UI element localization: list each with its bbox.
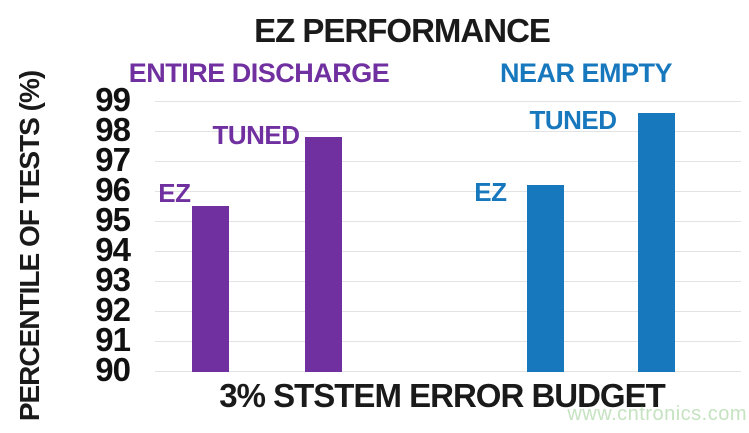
bar-label-near-empty-ez: EZ (474, 177, 507, 207)
bar-near-empty-tuned (637, 113, 675, 372)
gridline-99 (155, 101, 741, 102)
y-tick-label-92: 92 (95, 291, 131, 328)
gridline-93 (155, 281, 741, 282)
y-tick-label-91: 91 (95, 321, 131, 358)
gridline-96 (155, 191, 741, 192)
y-tick-label-96: 96 (95, 171, 131, 208)
bar-entire-discharge-ez (191, 206, 229, 372)
watermark: www.cntronics.com (567, 403, 747, 425)
gridline-90 (155, 371, 741, 372)
gridline-97 (155, 161, 741, 162)
group-label-near-empty: NEAR EMPTY (499, 58, 673, 88)
x-axis-label: 3% STSTEM ERROR BUDGET (219, 377, 666, 414)
bar-label-entire-discharge-tuned: TUNED (212, 120, 300, 150)
y-axis-title: PERCENTILE OF TESTS (%) (14, 70, 45, 422)
y-tick-label-90: 90 (95, 351, 131, 388)
y-tick-label-95: 95 (95, 201, 131, 238)
bar-entire-discharge-tuned (304, 137, 342, 372)
chart-title: EZ PERFORMANCE (254, 12, 551, 49)
group-label-entire-discharge: ENTIRE DISCHARGE (128, 58, 390, 88)
y-tick-label-98: 98 (95, 111, 131, 148)
gridline-92 (155, 311, 741, 312)
gridline-95 (155, 221, 741, 222)
gridline-91 (155, 341, 741, 342)
bar-label-entire-discharge-ez: EZ (158, 178, 191, 208)
bar-label-near-empty-tuned: TUNED (529, 105, 617, 135)
y-tick-label-97: 97 (95, 141, 131, 178)
bar-near-empty-ez (526, 185, 564, 372)
y-tick-label-93: 93 (95, 261, 131, 298)
gridline-98 (155, 131, 741, 132)
gridline-94 (155, 251, 741, 252)
y-tick-label-94: 94 (95, 231, 131, 268)
y-tick-label-99: 99 (95, 81, 131, 118)
